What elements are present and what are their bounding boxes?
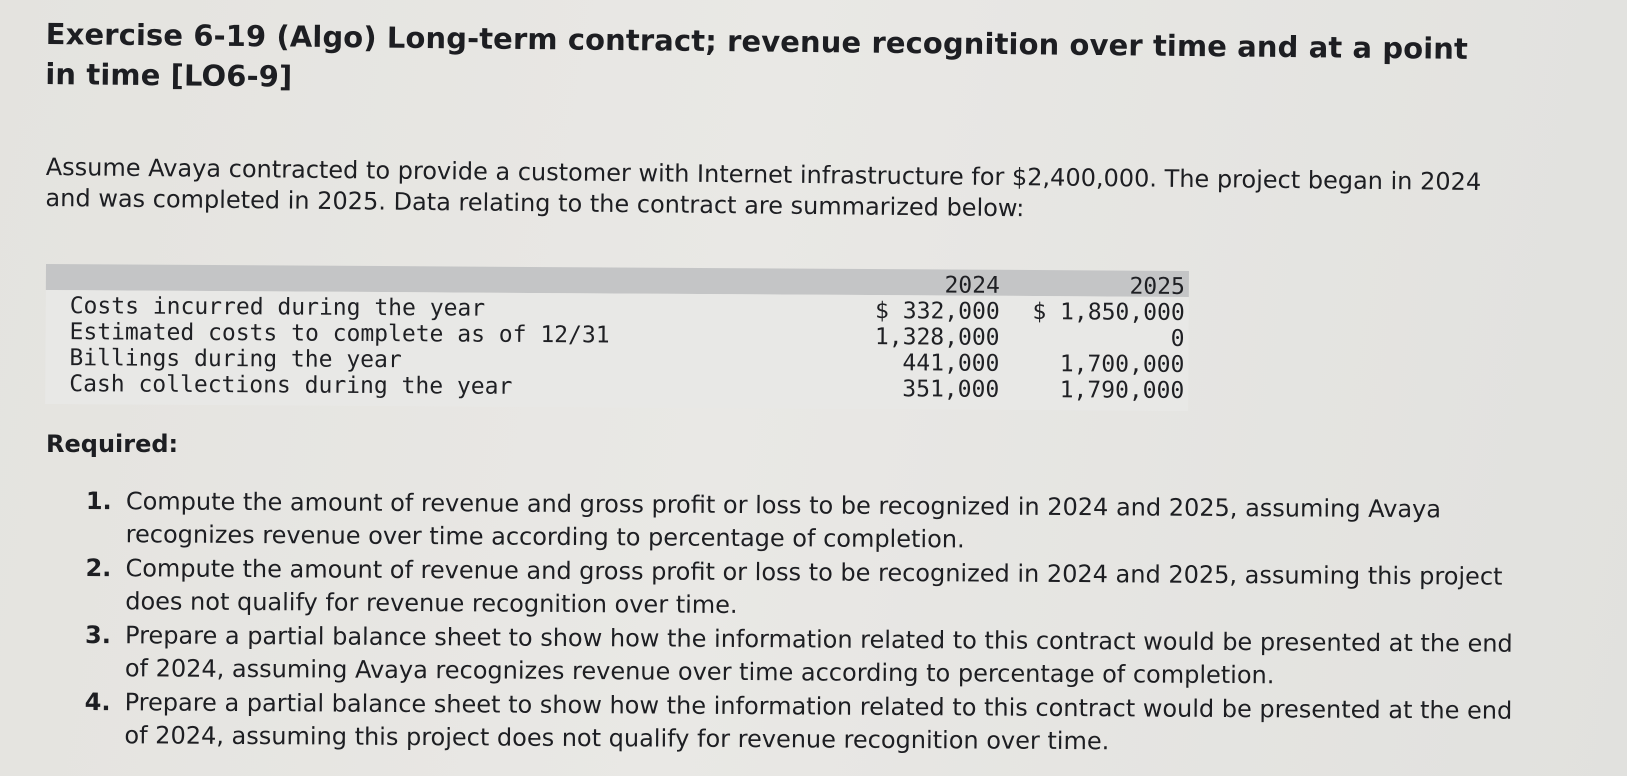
row-value-2025: 1,790,000 [1059,377,1185,404]
row-value-2024: 351,000 [902,376,1000,403]
item-number: 3. [84,620,111,650]
data-table: 2024 2025 Costs incurred during the year… [69,267,1185,404]
item-number: 2. [85,553,112,583]
item-text: Prepare a partial balance sheet to show … [124,621,1513,690]
exercise-title: Exercise 6-19 (Algo) Long-term contract;… [45,16,1469,94]
row-value-2025: $ 1,850,000 [1032,299,1185,326]
item-text: Compute the amount of revenue and gross … [125,554,1503,619]
list-item: 2. Compute the amount of revenue and gro… [85,552,1525,627]
required-heading: Required: [46,430,179,458]
item-text: Compute the amount of revenue and gross … [125,487,1442,554]
row-label: Cash collections during the year [69,371,513,400]
list-item: 1. Compute the amount of revenue and gro… [86,485,1526,560]
item-text: Prepare a partial balance sheet to show … [124,688,1513,756]
intro-paragraph: Assume Avaya contracted to provide a cus… [45,152,1482,223]
table-header-2025: 2025 [1129,273,1185,300]
item-number: 1. [85,486,112,516]
list-item: 3. Prepare a partial balance sheet to sh… [85,619,1525,694]
list-item: 4. Prepare a partial balance sheet to sh… [84,686,1524,761]
row-value-2025: 1,700,000 [1059,351,1185,378]
row-value-2024: 1,328,000 [874,324,1000,351]
row-value-2025: 0 [1170,325,1185,352]
row-value-2024: $ 332,000 [875,298,1000,325]
table-header-2024: 2024 [944,272,1000,299]
item-number: 4. [84,687,111,717]
contract-data-table: 2024 2025 Costs incurred during the year… [45,264,1189,411]
row-value-2024: 441,000 [902,350,1000,377]
required-list: 1. Compute the amount of revenue and gro… [84,485,1526,762]
